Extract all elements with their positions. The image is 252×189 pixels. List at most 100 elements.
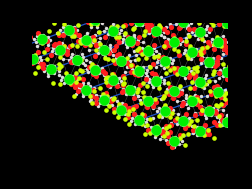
Point bbox=[46, 44, 50, 47]
Point bbox=[221, 35, 225, 38]
Point bbox=[207, 105, 211, 108]
Point bbox=[245, 28, 249, 31]
Point bbox=[151, 63, 155, 66]
Point bbox=[154, 5, 159, 8]
Point bbox=[90, 101, 94, 104]
Point bbox=[202, 126, 206, 129]
Point bbox=[176, 17, 180, 20]
Point bbox=[62, 44, 66, 47]
Point bbox=[88, 98, 92, 101]
Point bbox=[35, 35, 39, 38]
Point bbox=[169, 8, 173, 11]
Point bbox=[94, 43, 98, 46]
Point bbox=[125, 62, 129, 65]
Point bbox=[132, 36, 136, 39]
Point bbox=[207, 60, 211, 64]
Point bbox=[100, 67, 104, 70]
Point bbox=[87, 49, 91, 52]
Point bbox=[104, 77, 108, 80]
Point bbox=[158, 112, 162, 115]
Point bbox=[40, 42, 44, 45]
Point bbox=[237, 18, 241, 21]
Point bbox=[191, 54, 195, 57]
Point bbox=[103, 56, 107, 59]
Point bbox=[217, 69, 222, 72]
Point bbox=[175, 100, 179, 103]
Point bbox=[201, 5, 205, 8]
Point bbox=[191, 128, 195, 131]
Point bbox=[199, 105, 203, 108]
Point bbox=[146, 29, 150, 32]
Point bbox=[229, 32, 233, 35]
Point bbox=[144, 57, 148, 60]
Point bbox=[159, 33, 163, 36]
Point bbox=[230, 117, 234, 120]
Point bbox=[193, 77, 197, 80]
Point bbox=[38, 34, 42, 37]
Point bbox=[156, 83, 161, 86]
Point bbox=[141, 90, 145, 93]
Point bbox=[178, 25, 182, 28]
Point bbox=[181, 51, 185, 54]
Point bbox=[165, 65, 169, 68]
Point bbox=[161, 126, 165, 129]
Point bbox=[112, 75, 116, 78]
Point bbox=[235, 47, 239, 50]
Point bbox=[188, 95, 192, 98]
Point bbox=[145, 117, 149, 120]
Point bbox=[177, 54, 181, 57]
Point bbox=[123, 19, 127, 22]
Point bbox=[121, 77, 125, 80]
Point bbox=[199, 36, 203, 39]
Point bbox=[133, 73, 137, 76]
Point bbox=[159, 63, 163, 66]
Point bbox=[198, 130, 202, 133]
Point bbox=[180, 139, 184, 143]
Point bbox=[50, 49, 54, 52]
Point bbox=[145, 25, 149, 28]
Point bbox=[131, 93, 135, 96]
Point bbox=[211, 17, 215, 20]
Point bbox=[170, 145, 174, 148]
Point bbox=[115, 26, 119, 29]
Point bbox=[159, 76, 163, 79]
Point bbox=[247, 32, 251, 35]
Point bbox=[193, 114, 197, 117]
Point bbox=[180, 24, 184, 27]
Point bbox=[129, 120, 133, 123]
Point bbox=[176, 94, 180, 97]
Point bbox=[74, 92, 78, 95]
Point bbox=[46, 64, 50, 67]
Point bbox=[27, 50, 32, 53]
Point bbox=[122, 82, 126, 85]
Point bbox=[169, 13, 173, 16]
Point bbox=[222, 48, 226, 51]
Point bbox=[196, 53, 200, 56]
Point bbox=[197, 6, 201, 9]
Point bbox=[101, 18, 105, 21]
Point bbox=[61, 57, 66, 60]
Point bbox=[145, 124, 149, 127]
Point bbox=[135, 48, 139, 51]
Point bbox=[186, 67, 190, 70]
Point bbox=[163, 31, 167, 34]
Point bbox=[66, 24, 70, 27]
Point bbox=[207, 30, 211, 33]
Point bbox=[187, 76, 192, 79]
Point bbox=[173, 94, 177, 97]
Point bbox=[143, 125, 147, 128]
Point bbox=[146, 46, 150, 49]
Point bbox=[132, 1, 136, 4]
Point bbox=[67, 58, 71, 61]
Point bbox=[27, 54, 31, 57]
Point bbox=[120, 12, 124, 15]
Point bbox=[144, 103, 148, 106]
Point bbox=[176, 50, 180, 53]
Point bbox=[153, 44, 157, 47]
Point bbox=[126, 112, 130, 115]
Point bbox=[58, 82, 62, 85]
Point bbox=[165, 64, 169, 67]
Point bbox=[141, 41, 145, 44]
Point bbox=[124, 43, 128, 46]
Point bbox=[85, 32, 89, 35]
